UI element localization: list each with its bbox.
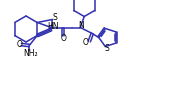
Text: O: O [60, 34, 66, 43]
Text: O: O [16, 40, 22, 49]
Text: S: S [53, 14, 58, 22]
Text: S: S [105, 44, 110, 53]
Text: NH₂: NH₂ [23, 49, 38, 58]
Text: N: N [78, 20, 84, 30]
Text: O: O [83, 38, 89, 47]
Text: HN: HN [48, 22, 59, 31]
